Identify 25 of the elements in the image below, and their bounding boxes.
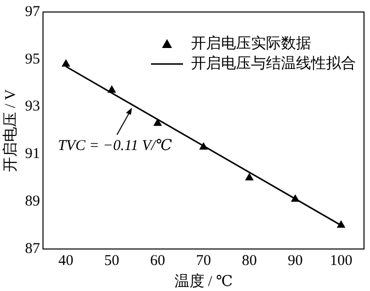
x-tick-label: 70: [196, 252, 211, 269]
point: [200, 142, 208, 150]
y-tick-label: 95: [25, 51, 40, 68]
point: [108, 86, 116, 93]
point: [245, 173, 254, 180]
legend-label: 开启电压实际数据: [191, 34, 311, 52]
y-axis-title: 开启电压 / V: [2, 89, 19, 172]
y-tick-label: 97: [25, 4, 40, 20]
point: [62, 60, 70, 67]
x-tick-label: 80: [242, 252, 257, 269]
y-tick-label: 91: [25, 146, 40, 162]
x-tick-label: 90: [288, 252, 303, 269]
x-axis-title: 温度 / ℃: [174, 272, 233, 290]
x-tick-label: 60: [150, 252, 166, 269]
legend-label: 开启电压与结温线性拟合: [191, 54, 356, 72]
x-tick-label: 50: [104, 252, 120, 269]
y-tick-label: 89: [25, 194, 40, 210]
point: [337, 220, 346, 228]
y-tick-label: 93: [25, 98, 40, 115]
point: [291, 194, 300, 202]
x-tick-label: 100: [330, 252, 352, 269]
point: [154, 118, 162, 126]
y-tick-label: 87: [25, 240, 40, 257]
x-tick-label: 40: [58, 252, 74, 269]
annotation: TVC = −0.11 V/℃: [58, 138, 172, 154]
